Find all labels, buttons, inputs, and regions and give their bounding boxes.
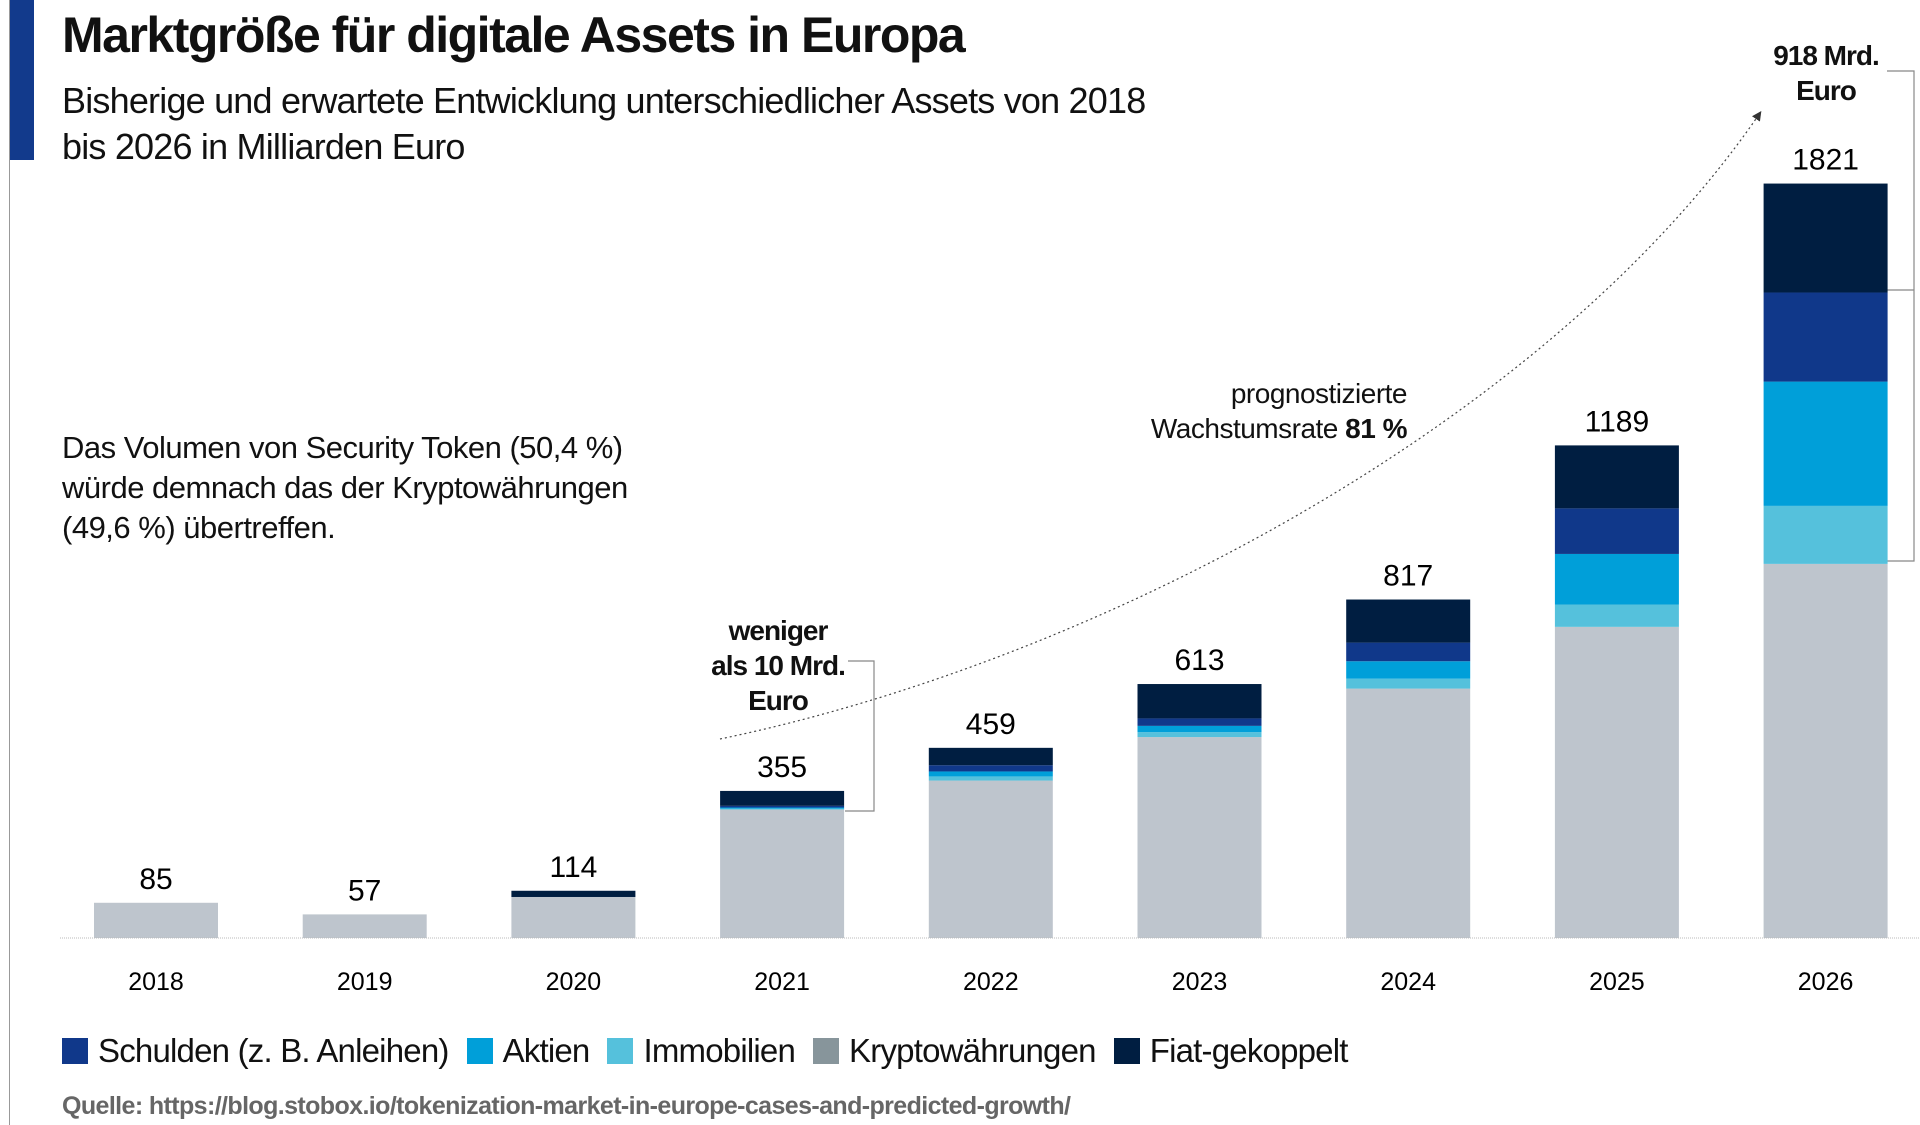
growth-line: Wachstumsrate 81 % <box>1150 411 1408 446</box>
chart-title: Marktgröße für digitale Assets in Europa <box>62 7 966 63</box>
note-line: (49,6 %) übertreffen. <box>62 510 336 545</box>
annotation-line: weniger <box>728 615 829 646</box>
bar-segment-schulden-z-b-anleihen--2024 <box>1346 642 1471 662</box>
legend-swatch <box>62 1038 88 1064</box>
annotation-line: Euro <box>748 685 809 716</box>
x-tick-label-2021: 2021 <box>754 968 810 996</box>
annotation-line: als 10 Mrd. <box>711 650 846 681</box>
x-tick-label-2018: 2018 <box>128 968 184 996</box>
note-text: Das Volumen von Security Token (50,4 %) … <box>62 428 628 548</box>
legend: Schulden (z. B. Anleihen) Aktien Immobilie… <box>62 1032 1348 1070</box>
legend-item: Schulden (z. B. Anleihen) <box>62 1032 449 1070</box>
legend-item: Immobilien <box>607 1032 796 1070</box>
legend-swatch <box>607 1038 634 1064</box>
total-label-2022: 459 <box>966 708 1016 741</box>
x-tick-label-2025: 2025 <box>1589 968 1645 996</box>
x-tick-label-2026: 2026 <box>1798 968 1854 996</box>
legend-swatch <box>1113 1038 1140 1064</box>
total-label-2026: 1821 <box>1792 144 1859 177</box>
legend-label: Immobilien <box>643 1032 796 1069</box>
bar-segment-immobilien-2025 <box>1554 604 1679 627</box>
bar-segment-schulden-z-b-anleihen--2023 <box>1137 718 1262 726</box>
legend-label: Aktien <box>502 1032 591 1069</box>
legend-label: Kryptowährungen <box>849 1032 1096 1069</box>
bar-segment-immobilien-2023 <box>1137 732 1262 738</box>
subtitle-line: Bisherige und erwartete Entwicklung unte… <box>62 80 1146 121</box>
bar-segment-kryptowährungen-2026 <box>1763 563 1888 938</box>
x-tick-label-2020: 2020 <box>546 968 602 996</box>
bar-segment-kryptowährungen-2018 <box>94 902 218 938</box>
bar-segment-kryptowährungen-2023 <box>1137 737 1262 938</box>
legend-item: Fiat-gekoppelt <box>1113 1032 1349 1070</box>
growth-rate: 81 % <box>1345 413 1407 444</box>
legend-label: Fiat-gekoppelt <box>1149 1032 1349 1069</box>
bar-segment-fiat-gekoppelt-2024 <box>1346 599 1471 643</box>
bar-segment-aktien-2024 <box>1346 661 1471 679</box>
bar-segment-fiat-gekoppelt-2022 <box>928 747 1053 766</box>
bar-segment-schulden-z-b-anleihen--2021 <box>720 805 845 808</box>
total-label-2024: 817 <box>1383 560 1433 593</box>
annotation-line: 918 Mrd. <box>1773 40 1880 71</box>
bar-segment-fiat-gekoppelt-2023 <box>1137 684 1262 719</box>
subtitle-line: bis 2026 in Milliarden Euro <box>62 126 465 167</box>
total-label-2020: 114 <box>549 851 597 884</box>
total-label-2019: 57 <box>348 874 381 907</box>
growth-annotation: prognostizierte Wachstumsrate 81 % <box>1150 376 1408 446</box>
bar-segment-schulden-z-b-anleihen--2025 <box>1554 508 1679 554</box>
annotation-line: Euro <box>1796 75 1857 106</box>
bar-segment-aktien-2021 <box>720 807 845 809</box>
bar-segment-aktien-2025 <box>1554 553 1679 605</box>
bar-segment-fiat-gekoppelt-2026 <box>1763 183 1888 293</box>
annotation-2021: weniger als 10 Mrd. Euro <box>698 613 858 718</box>
bar-segment-kryptowährungen-2020 <box>511 896 636 938</box>
total-label-2025: 1189 <box>1585 405 1650 438</box>
legend-label: Schulden (z. B. Anleihen) <box>98 1032 449 1069</box>
legend-swatch <box>813 1038 840 1064</box>
legend-swatch <box>466 1038 493 1064</box>
bar-segment-immobilien-2024 <box>1346 678 1471 689</box>
bar-segment-schulden-z-b-anleihen--2022 <box>928 765 1053 772</box>
annotation-2026: 918 Mrd. Euro <box>1740 38 1912 108</box>
chart-subtitle: Bisherige und erwartete Entwicklung unte… <box>62 78 1146 170</box>
bar-segment-immobilien-2022 <box>928 776 1053 781</box>
total-label-2021: 355 <box>757 751 807 784</box>
bar-segment-kryptowährungen-2021 <box>720 809 845 938</box>
x-tick-label-2023: 2023 <box>1172 968 1228 996</box>
left-rule <box>9 0 10 1125</box>
growth-prefix: Wachstumsrate <box>1150 413 1346 444</box>
x-tick-label-2024: 2024 <box>1380 968 1436 996</box>
total-label-2023: 613 <box>1174 644 1224 677</box>
bar-segment-kryptowährungen-2022 <box>928 780 1053 938</box>
bar-segment-aktien-2026 <box>1763 381 1888 506</box>
growth-line: prognostizierte <box>1230 378 1408 409</box>
bar-segment-aktien-2023 <box>1137 725 1262 733</box>
bracket-2021 <box>845 660 875 812</box>
bar-segment-fiat-gekoppelt-2021 <box>720 790 845 806</box>
bar-segment-fiat-gekoppelt-2025 <box>1554 445 1679 509</box>
bar-segment-kryptowährungen-2019 <box>302 914 427 938</box>
legend-item: Kryptowährungen <box>813 1032 1097 1070</box>
bar-segment-aktien-2022 <box>928 771 1053 777</box>
accent-bar <box>10 0 34 160</box>
bar-segment-immobilien-2026 <box>1763 505 1888 564</box>
source-text: Quelle: https://blog.stobox.io/tokenizat… <box>62 1092 1071 1120</box>
bar-segment-kryptowährungen-2025 <box>1554 626 1679 938</box>
x-tick-label-2022: 2022 <box>963 968 1019 996</box>
x-tick-label-2019: 2019 <box>337 968 393 996</box>
legend-item: Aktien <box>466 1032 591 1070</box>
bar-segment-immobilien-2021 <box>720 808 845 810</box>
note-line: würde demnach das der Kryptowährungen <box>62 470 628 505</box>
bar-segment-schulden-z-b-anleihen--2026 <box>1763 292 1888 382</box>
total-label-2018: 85 <box>139 863 172 896</box>
bar-segment-fiat-gekoppelt-2020 <box>511 890 636 897</box>
bar-segment-kryptowährungen-2024 <box>1346 688 1471 938</box>
note-line: Das Volumen von Security Token (50,4 %) <box>62 430 623 465</box>
